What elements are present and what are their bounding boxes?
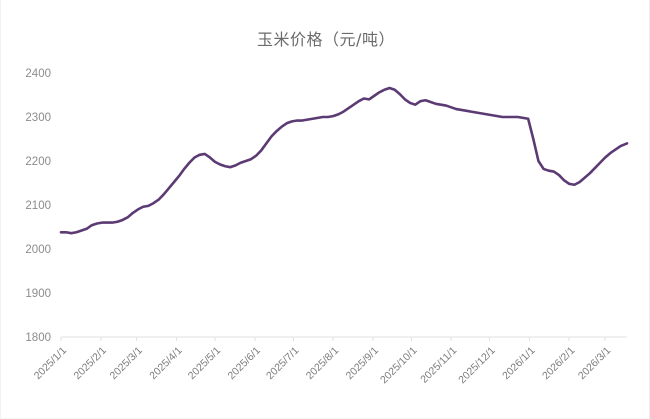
- x-tick-label: 2026/3/1: [576, 345, 613, 382]
- x-tick-label: 2026/1/1: [500, 345, 537, 382]
- x-tick-label: 2025/9/1: [344, 345, 381, 382]
- x-tick-label: 2025/3/1: [107, 345, 144, 382]
- x-tick-label: 2026/2/1: [540, 345, 577, 382]
- y-tick-label: 2300: [25, 112, 51, 124]
- x-tick-label: 2025/6/1: [226, 345, 263, 382]
- x-tick-label: 2025/11/1: [418, 345, 459, 386]
- data-series-group: [59, 86, 629, 235]
- x-tick-label: 2025/1/1: [32, 345, 69, 382]
- chart-title: 玉米价格（元/吨）: [257, 30, 395, 49]
- x-tick-label: 2025/4/1: [147, 345, 184, 382]
- y-tick-label: 2000: [25, 244, 51, 256]
- y-axis-tick-labels: 1800 1900 2000 2100 2200 2300 2400: [25, 68, 51, 344]
- y-tick-label: 2200: [25, 156, 51, 168]
- series-line-corn-price: [59, 86, 629, 235]
- x-tick-label: 2025/8/1: [304, 345, 341, 382]
- x-tick-label: 2025/12/1: [456, 345, 498, 387]
- x-tick-label: 2025/5/1: [186, 345, 223, 382]
- y-tick-label: 2400: [25, 68, 51, 80]
- x-axis: [60, 336, 627, 341]
- y-tick-label: 1900: [25, 288, 51, 300]
- y-tick-label: 1800: [25, 332, 51, 344]
- x-tick-label: 2025/2/1: [72, 345, 109, 382]
- x-tick-label: 2025/10/1: [378, 345, 420, 387]
- y-tick-label: 2100: [25, 200, 51, 212]
- x-tick-label: 2025/7/1: [264, 345, 301, 382]
